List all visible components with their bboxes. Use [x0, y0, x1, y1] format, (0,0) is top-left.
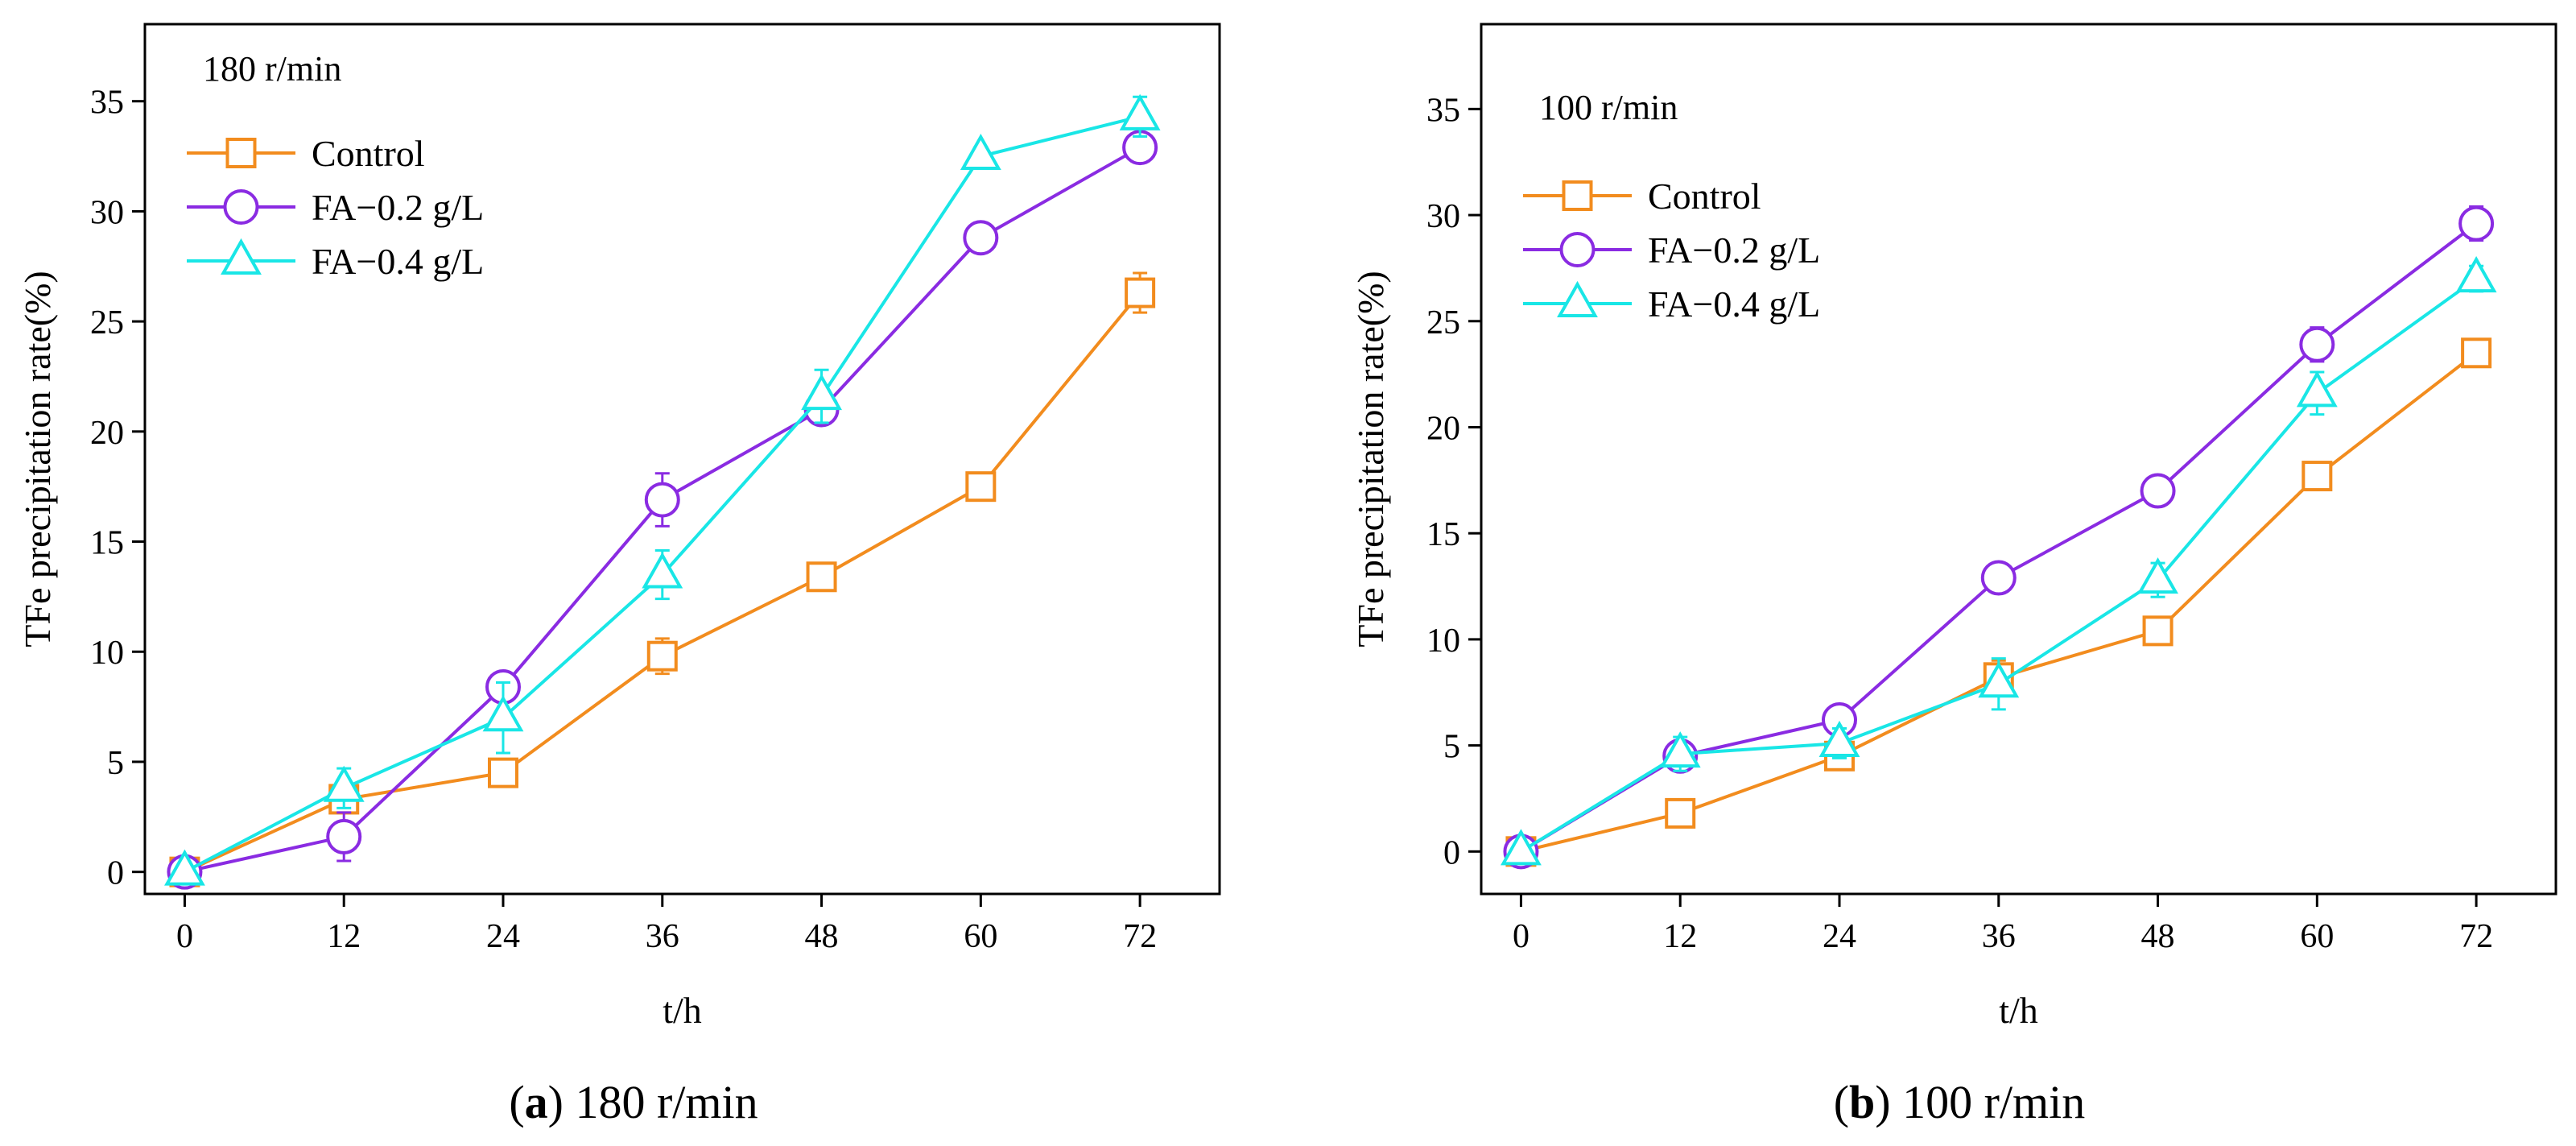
- legend-item: FA−0.2 g/L: [1523, 230, 1820, 271]
- y-tick-label: 10: [1426, 623, 1460, 660]
- series-triangle: [164, 93, 1161, 886]
- series-square: [1505, 337, 2492, 867]
- data-point: [488, 757, 518, 788]
- legend-title: 180 r/min: [203, 49, 341, 89]
- legend-label: Control: [1648, 176, 1761, 217]
- y-tick-label: 15: [90, 525, 124, 562]
- legend-item: FA−0.2 g/L: [187, 187, 484, 228]
- plot-frame: [1480, 23, 2557, 896]
- x-tick-label: 12: [327, 918, 361, 955]
- data-point: [1659, 731, 1701, 768]
- x-tick-label: 36: [646, 918, 679, 955]
- y-tick-label: 15: [1426, 516, 1460, 553]
- data-point: [1980, 560, 2017, 596]
- y-tick-label: 5: [107, 745, 124, 782]
- data-point: [2455, 256, 2497, 293]
- y-tick-label: 0: [1443, 834, 1460, 871]
- legend-marker: [1562, 180, 1593, 211]
- x-tick-label: 60: [964, 918, 997, 955]
- data-point: [1119, 93, 1161, 130]
- y-tick-label: 30: [90, 194, 124, 231]
- data-point: [965, 471, 997, 503]
- data-point: [1665, 797, 1696, 829]
- data-point: [2137, 557, 2178, 594]
- data-point: [1818, 720, 1860, 757]
- y-tick-label: 10: [90, 635, 124, 672]
- legend-marker: [221, 238, 262, 275]
- legend-label: Control: [312, 133, 425, 174]
- data-point: [806, 561, 837, 593]
- x-tick-label: 24: [1823, 918, 1856, 955]
- legend-label: FA−0.4 g/L: [312, 241, 484, 282]
- y-tick-label: 35: [90, 85, 124, 122]
- x-tick-label: 72: [2459, 918, 2493, 955]
- chart-panel-b: 0 12 24 36 48 60 72 0 5 10 15 20 25 30 35 t/h TFe precip…: [1350, 23, 2557, 1031]
- data-point: [644, 482, 680, 518]
- series-line: [1520, 351, 2478, 854]
- x-tick-label: 60: [2300, 918, 2334, 955]
- x-tick-label: 0: [1513, 918, 1530, 955]
- y-tick-label: 25: [1426, 304, 1460, 341]
- plot-frame: [143, 23, 1221, 896]
- y-tick-label: 20: [1426, 410, 1460, 447]
- data-point: [801, 374, 842, 411]
- data-point: [2301, 461, 2333, 492]
- data-point: [2296, 370, 2338, 408]
- data-point: [164, 849, 205, 886]
- caption-b: (b) 100 r/min: [1834, 1076, 2086, 1128]
- x-axis-title: t/h: [663, 990, 702, 1031]
- legend-item: FA−0.4 g/L: [1523, 280, 1820, 325]
- legend: 100 r/min Control FA−0.2 g/L FA−0.4 g/L: [1523, 88, 1820, 325]
- legend-label: FA−0.2 g/L: [312, 187, 484, 228]
- data-point: [2458, 205, 2495, 242]
- data-point: [960, 133, 1001, 171]
- data-point: [1501, 829, 1542, 866]
- data-point: [1978, 661, 2020, 698]
- y-tick-label: 30: [1426, 198, 1460, 235]
- x-tick-label: 48: [805, 918, 839, 955]
- data-point: [646, 640, 678, 672]
- data-point: [1125, 277, 1156, 308]
- x-tick-label: 48: [2141, 918, 2175, 955]
- y-tick-label: 35: [1426, 92, 1460, 129]
- legend-title: 100 r/min: [1539, 88, 1678, 127]
- series-triangle: [1501, 256, 2497, 866]
- x-tick-label: 24: [486, 918, 520, 955]
- chart-panel-a: 0 12 24 36 48 60 72 0 5 10 15 20 25 30 35 t/h TFe precip…: [17, 23, 1221, 1031]
- data-point: [642, 552, 683, 589]
- y-tick-label: 25: [90, 304, 124, 341]
- legend-label: FA−0.2 g/L: [1648, 230, 1820, 271]
- data-point: [2142, 615, 2174, 647]
- legend-item: FA−0.4 g/L: [187, 238, 484, 282]
- data-point: [482, 695, 524, 732]
- legend-marker: [1557, 280, 1598, 317]
- data-point: [2140, 473, 2176, 509]
- legend-item: Control: [187, 133, 425, 174]
- data-point: [326, 818, 362, 854]
- y-axis-title: TFe precipitation rate(%): [17, 271, 58, 647]
- data-point: [2299, 326, 2335, 362]
- y-tick-label: 20: [90, 415, 124, 452]
- data-point: [963, 220, 999, 256]
- x-tick-label: 36: [1982, 918, 2016, 955]
- caption-a: (a) 180 r/min: [509, 1076, 758, 1128]
- data-point: [323, 765, 365, 802]
- legend-label: FA−0.4 g/L: [1648, 283, 1820, 325]
- y-axis-title: TFe precipitation rate(%): [1350, 271, 1391, 647]
- legend-marker: [1559, 232, 1596, 267]
- x-tick-label: 0: [176, 918, 193, 955]
- x-tick-label: 72: [1123, 918, 1157, 955]
- y-tick-label: 5: [1443, 729, 1460, 766]
- legend-item: Control: [1523, 176, 1761, 217]
- x-axis-title: t/h: [1999, 990, 2038, 1031]
- legend: 180 r/min Control FA−0.2 g/L FA−0.4 g/L: [187, 49, 484, 282]
- x-tick-label: 12: [1663, 918, 1697, 955]
- y-tick-label: 0: [107, 855, 124, 892]
- legend-marker: [225, 138, 257, 168]
- legend-marker: [223, 189, 259, 225]
- data-point: [2461, 337, 2492, 369]
